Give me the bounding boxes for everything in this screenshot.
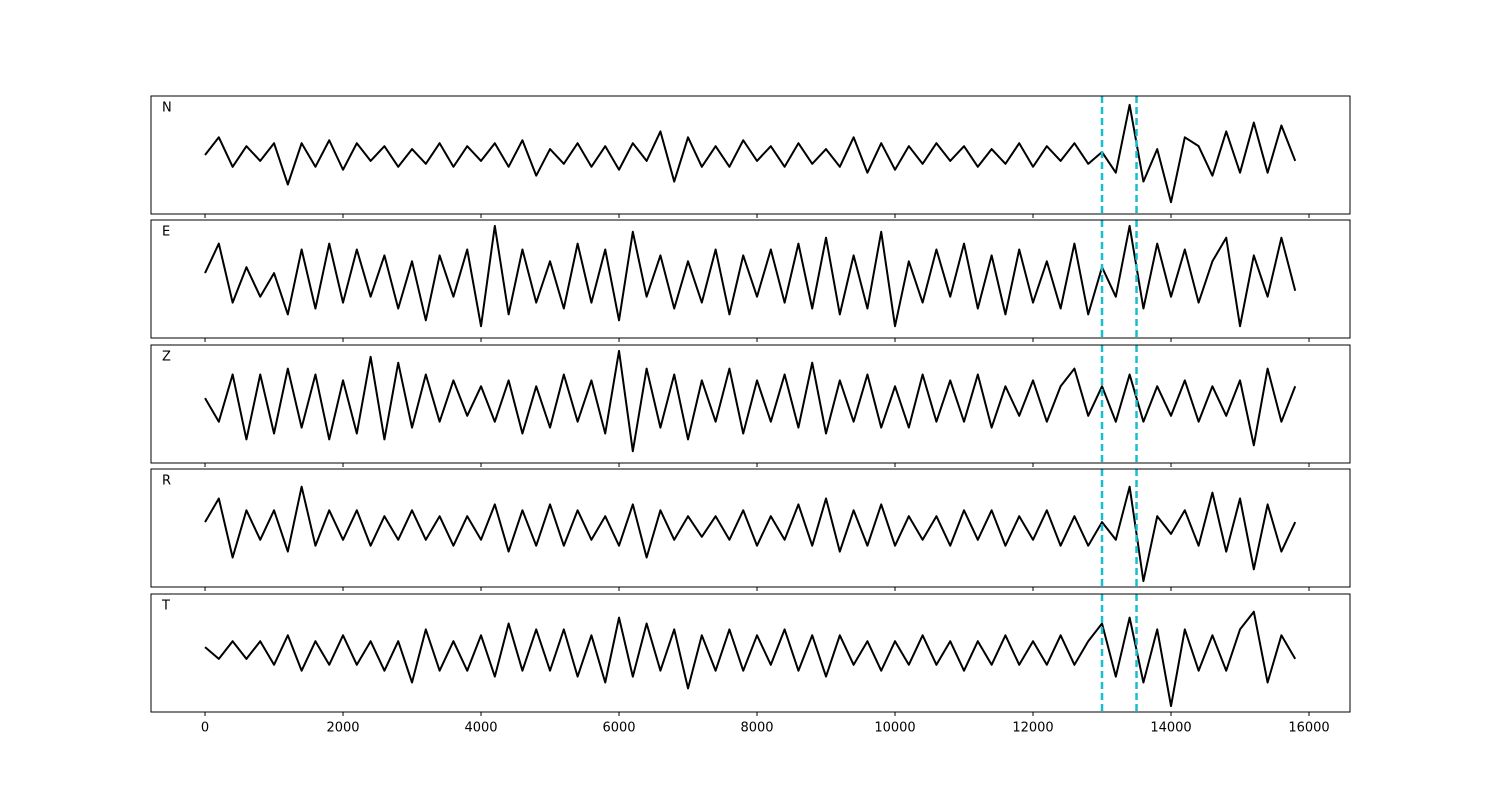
panel-frame bbox=[150, 468, 1351, 588]
x-tick-label: 6000 bbox=[602, 721, 635, 736]
trace bbox=[204, 103, 1297, 204]
x-tick-label: 0 bbox=[201, 721, 209, 736]
x-tick-label: 10000 bbox=[874, 721, 915, 736]
x-tick-label: 4000 bbox=[464, 721, 497, 736]
trace bbox=[204, 349, 1297, 453]
panel-label: E bbox=[162, 225, 170, 240]
panel-label: N bbox=[162, 101, 172, 116]
trace bbox=[204, 224, 1297, 328]
x-tick-label: 12000 bbox=[1012, 721, 1053, 736]
trace bbox=[204, 610, 1297, 708]
panel-label: Z bbox=[162, 350, 171, 365]
x-tick-label: 2000 bbox=[326, 721, 359, 736]
x-tick-label: 16000 bbox=[1288, 721, 1329, 736]
panel-frame bbox=[150, 593, 1351, 713]
panel-label: T bbox=[161, 599, 170, 614]
panel-frame bbox=[150, 219, 1351, 339]
x-tick-label: 14000 bbox=[1150, 721, 1191, 736]
panel-frame bbox=[150, 95, 1351, 215]
trace bbox=[204, 485, 1297, 583]
x-tick-label: 8000 bbox=[740, 721, 773, 736]
panel-frame bbox=[150, 344, 1351, 464]
panel-label: R bbox=[162, 474, 171, 489]
